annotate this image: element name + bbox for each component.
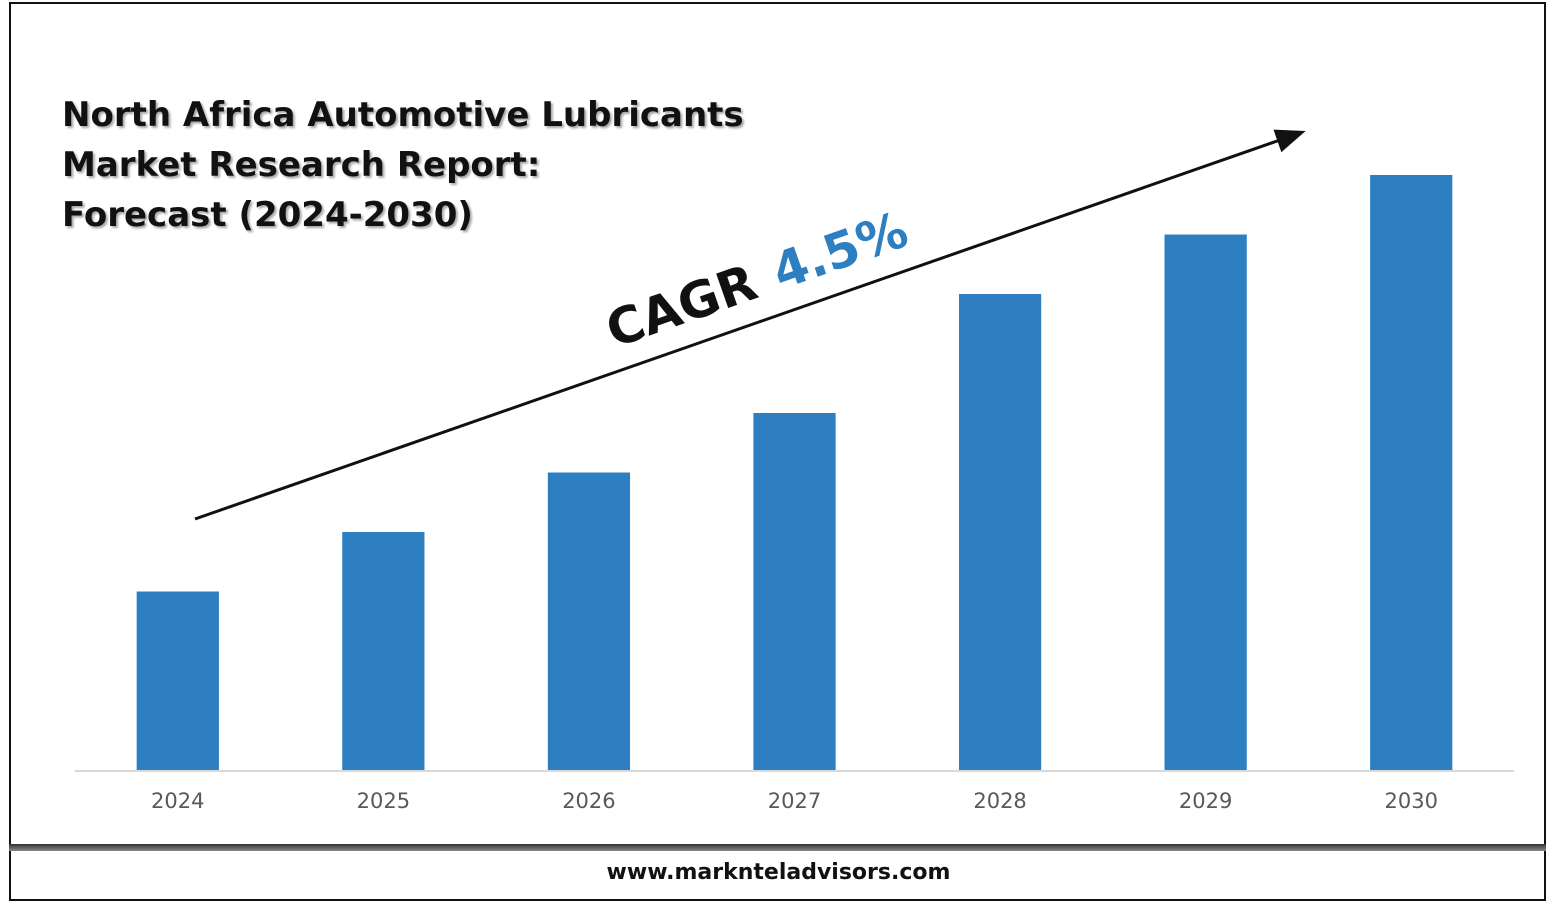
cagr-value: 4.5%	[765, 201, 915, 302]
cagr-annotation: CAGR 4.5%	[599, 201, 915, 360]
cagr-label: CAGR	[599, 253, 764, 359]
bar-2024	[136, 591, 219, 770]
x-tick-labels: 2024 2025 2026 2027 2028 2029 2030	[151, 789, 1438, 813]
x-tick-label-2030: 2030	[1384, 789, 1437, 813]
title-line-2: Market Research Report:	[62, 145, 541, 185]
x-tick-label-2025: 2025	[357, 789, 410, 813]
title-line-3: Forecast (2024-2030)	[62, 195, 473, 235]
bars-group	[136, 175, 1453, 770]
footer-divider	[9, 844, 1546, 851]
title-line-1: North Africa Automotive Lubricants	[62, 95, 744, 135]
bar-2028	[958, 294, 1042, 770]
bar-2025	[342, 532, 425, 770]
x-tick-label-2024: 2024	[151, 789, 204, 813]
bar-2026	[547, 472, 631, 770]
x-tick-label-2029: 2029	[1179, 789, 1232, 813]
x-tick-label-2026: 2026	[562, 789, 615, 813]
trend-arrow	[194, 129, 1306, 521]
footer-website-link[interactable]: www.marknteladvisors.com	[606, 860, 951, 885]
bar-2027	[753, 413, 836, 770]
bar-2030	[1370, 175, 1453, 770]
bar-2029	[1164, 234, 1247, 770]
x-tick-label-2027: 2027	[768, 789, 821, 813]
chart-title: North Africa Automotive Lubricants Marke…	[62, 90, 744, 240]
x-tick-label-2028: 2028	[973, 789, 1026, 813]
